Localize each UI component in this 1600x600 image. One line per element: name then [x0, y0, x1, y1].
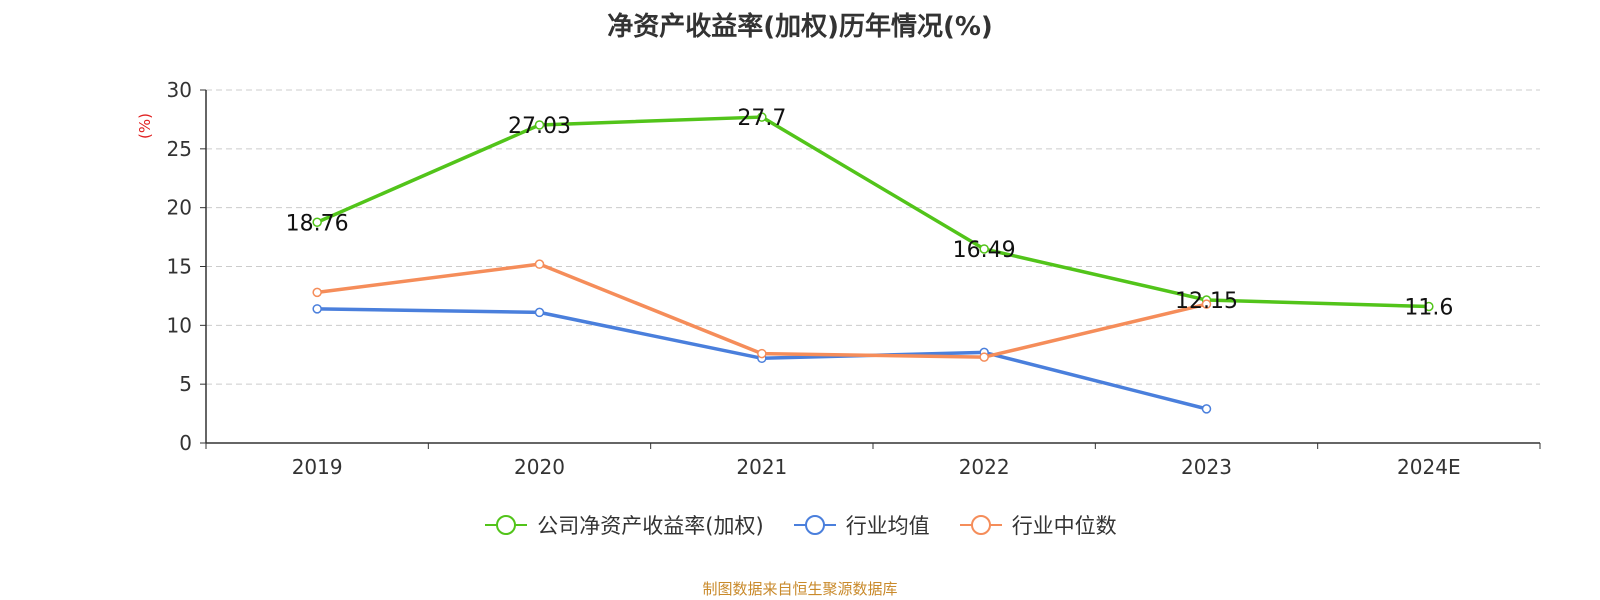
legend-item-1[interactable]: 公司净资产收益率(加权) [483, 510, 764, 540]
legend-label: 行业均值 [845, 514, 930, 538]
series-1 [312, 112, 1434, 312]
legend-marker-icon [959, 515, 1002, 535]
x-tick-label: 2021 [736, 455, 787, 479]
x-tick-label: 2022 [959, 455, 1010, 479]
data-label: 16.49 [953, 238, 1016, 263]
series-line [316, 115, 1429, 309]
data-point [312, 217, 322, 228]
y-tick-label: 25 [167, 137, 192, 161]
x-tick-label: 2019 [292, 455, 343, 479]
data-label: 11.6 [1404, 296, 1453, 321]
data-point [757, 348, 767, 359]
source-footer: 制图数据来自恒生聚源数据库 [702, 580, 898, 598]
data-label: 27.03 [508, 114, 571, 139]
legend-marker-icon [485, 515, 528, 535]
data-point [1201, 299, 1212, 309]
legend-marker-icon [793, 515, 836, 535]
data-point [534, 120, 545, 130]
data-label: 18.76 [286, 211, 349, 236]
legend-item-3[interactable]: 行业中位数 [958, 510, 1117, 540]
data-point [1424, 301, 1434, 312]
axes: 0 5 10 15 20 25 30 2019 2020 2021 2022 2023 2024E (%) [136, 78, 1541, 479]
y-tick-label: 15 [167, 255, 192, 279]
y-tick-label: 5 [179, 372, 192, 396]
data-point [534, 307, 545, 318]
x-tick-label: 2020 [514, 455, 565, 479]
data-point [312, 304, 322, 314]
y-tick-label: 0 [179, 431, 192, 455]
data-point [534, 259, 545, 269]
x-tick-label: 2024E [1397, 455, 1461, 479]
data-label: 12.15 [1175, 289, 1238, 314]
legend-item-2[interactable]: 行业均值 [792, 510, 930, 540]
data-point [757, 112, 767, 122]
data-label: 27.7 [737, 106, 786, 131]
legend: 公司净资产收益率(加权) 行业均值 行业中位数 [0, 510, 1600, 540]
grid-lines [206, 89, 1540, 385]
legend-label: 公司净资产收益率(加权) [537, 514, 764, 538]
data-point [1201, 404, 1212, 414]
y-tick-label: 30 [167, 78, 192, 102]
series-2 [312, 304, 1212, 414]
chart-title: 净资产收益率(加权)历年情况(%) [607, 12, 993, 42]
x-tick-label: 2023 [1181, 455, 1232, 479]
series-lines [312, 112, 1434, 414]
y-tick-label: 20 [167, 196, 192, 220]
data-point [979, 244, 989, 254]
data-point [312, 287, 322, 298]
y-tick-label: 10 [167, 313, 192, 337]
legend-label: 行业中位数 [1011, 514, 1117, 538]
series-3 [312, 259, 1212, 362]
data-labels: 18.76 27.03 27.7 16.49 12.15 11.6 [286, 106, 1454, 320]
data-point [979, 352, 989, 362]
y-axis-label: (%) [136, 113, 154, 139]
